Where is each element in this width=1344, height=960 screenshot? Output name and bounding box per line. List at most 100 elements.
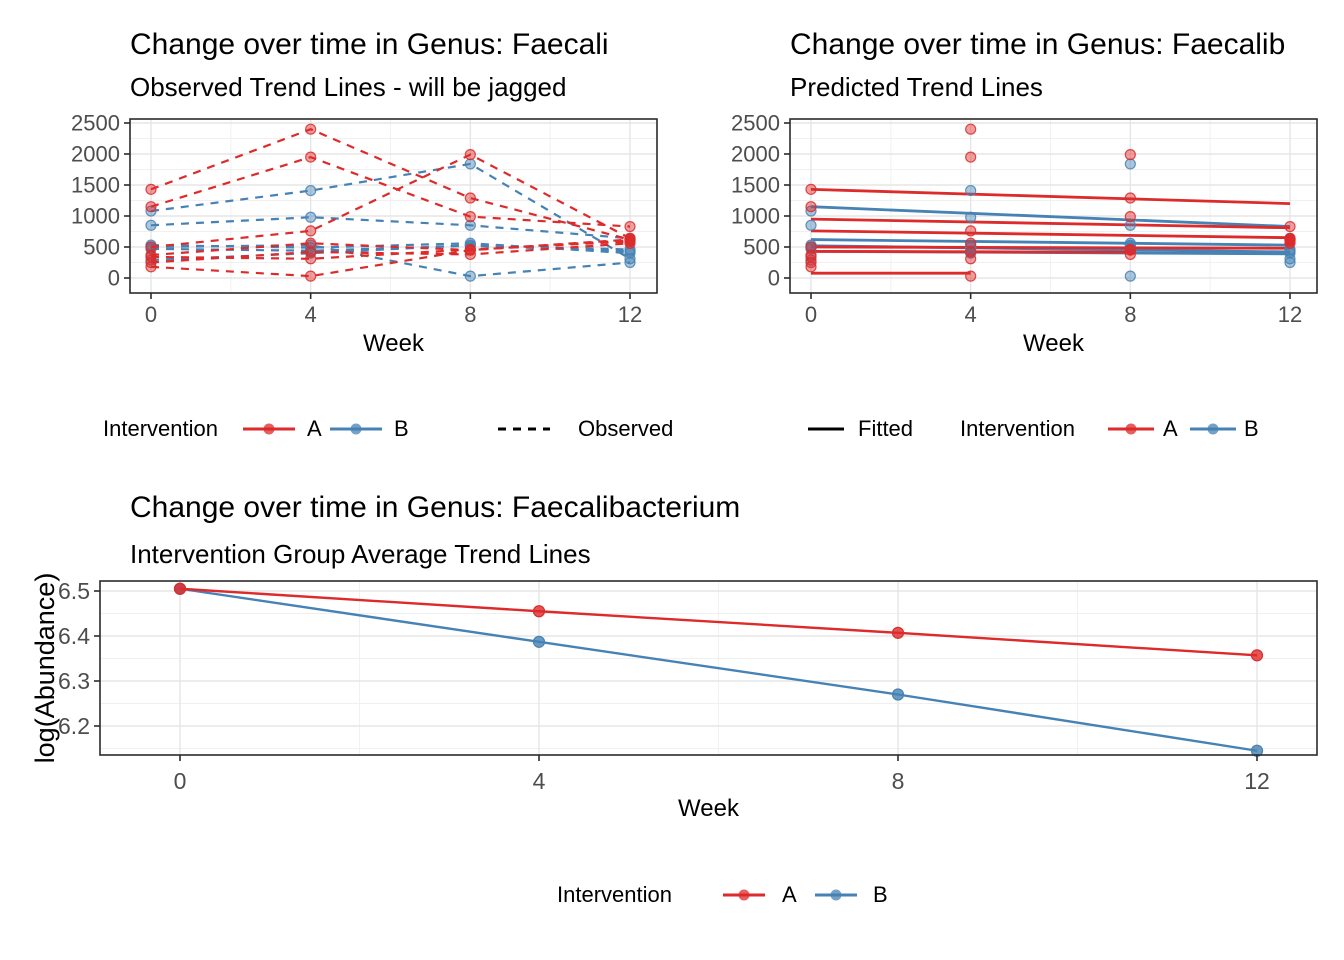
y-tick-label: 2000 xyxy=(731,141,780,166)
data-point xyxy=(1124,244,1136,256)
data-point xyxy=(464,149,476,161)
fitted-line xyxy=(810,249,1131,254)
y-tick-label: 2500 xyxy=(71,110,120,135)
x-tick-label: 0 xyxy=(174,768,187,794)
data-point xyxy=(624,237,636,249)
data-point xyxy=(1124,192,1136,204)
legend-key-a-dot xyxy=(738,889,750,901)
fitted-line xyxy=(810,245,1291,250)
data-point xyxy=(532,635,546,648)
series-line xyxy=(150,244,631,278)
average-legend-b-label: B xyxy=(873,882,888,907)
data-point xyxy=(305,246,317,258)
data-point xyxy=(1124,158,1136,170)
data-point xyxy=(891,688,905,701)
data-point xyxy=(1284,220,1296,233)
x-tick-label: 0 xyxy=(145,302,157,327)
panel-border xyxy=(129,118,658,294)
average-chart-panel: 0 4 8 12 6.2 6.3 6.4 6.5 xyxy=(58,578,1318,794)
legend-key-b xyxy=(815,873,857,917)
data-point xyxy=(1124,211,1136,223)
data-point xyxy=(305,123,317,135)
series-line xyxy=(150,216,631,240)
data-point xyxy=(464,244,476,256)
fitted-line xyxy=(810,187,1291,205)
y-tick-label: 1000 xyxy=(731,203,780,228)
data-point xyxy=(145,183,157,195)
data-point xyxy=(965,246,977,258)
series-line xyxy=(150,242,631,264)
y-tick-label: 1500 xyxy=(71,172,120,197)
data-point xyxy=(1124,219,1136,231)
data-point xyxy=(1284,237,1296,249)
data-point xyxy=(965,184,977,197)
data-point xyxy=(145,219,157,231)
data-point xyxy=(464,270,476,282)
data-point xyxy=(145,261,157,273)
data-point xyxy=(965,237,977,249)
y-tick-label: 0 xyxy=(108,265,120,290)
x-tick-label: 12 xyxy=(1244,768,1270,794)
data-point xyxy=(805,205,817,217)
data-point xyxy=(624,256,636,269)
data-point xyxy=(965,211,977,223)
panel-border xyxy=(789,118,1318,294)
y-tick-label: 6.4 xyxy=(58,623,90,649)
fitted-line xyxy=(810,205,1291,228)
x-tick-label: 8 xyxy=(464,302,476,327)
fitted-line xyxy=(810,238,1291,247)
data-point xyxy=(305,211,317,223)
average-y-axis-title: log(Abundance) xyxy=(30,572,60,764)
data-point xyxy=(464,219,476,231)
series-line xyxy=(150,128,631,241)
average-legend-a-label: A xyxy=(782,882,797,907)
legend-key-b-dot xyxy=(830,889,842,901)
series-line xyxy=(179,587,1258,752)
average-chart-subtitle: Intervention Group Average Trend Lines xyxy=(130,539,591,569)
fitted-line xyxy=(810,229,1291,240)
data-point xyxy=(305,184,317,197)
data-point xyxy=(1124,270,1136,282)
x-tick-label: 12 xyxy=(618,302,642,327)
average-chart-title: Change over time in Genus: Faecalibacter… xyxy=(130,491,741,524)
data-point xyxy=(965,225,977,237)
data-point xyxy=(145,201,157,213)
data-point xyxy=(624,220,636,233)
data-point xyxy=(965,123,977,135)
y-tick-label: 6.3 xyxy=(58,668,90,694)
data-point xyxy=(1124,248,1136,261)
series-line xyxy=(150,239,631,257)
y-tick-label: 2500 xyxy=(731,110,780,135)
data-point xyxy=(1284,233,1296,246)
data-point xyxy=(805,201,817,213)
data-point xyxy=(305,237,317,249)
x-tick-label: 4 xyxy=(965,302,977,327)
predicted-chart-panel: 0 4 8 12 0 500 1000 1500 2000 2500 xyxy=(731,110,1318,327)
x-tick-label: 12 xyxy=(1278,302,1302,327)
y-tick-label: 1500 xyxy=(731,172,780,197)
data-point xyxy=(1284,256,1296,269)
x-tick-label: 4 xyxy=(533,768,546,794)
x-tick-label: 4 xyxy=(305,302,317,327)
y-tick-label: 6.2 xyxy=(58,713,90,739)
panel-border xyxy=(99,580,1318,756)
data-point xyxy=(464,192,476,204)
y-tick-label: 0 xyxy=(768,265,780,290)
data-point xyxy=(305,151,317,163)
fitted-line xyxy=(810,217,1291,230)
series-line xyxy=(150,162,631,260)
y-tick-label: 1000 xyxy=(71,203,120,228)
series-line xyxy=(150,238,631,278)
observed-chart-panel: 0 4 8 12 0 500 1000 1500 2000 2500 xyxy=(71,110,658,327)
average-x-axis-title: Week xyxy=(678,795,739,822)
y-tick-label: 500 xyxy=(743,234,780,259)
x-tick-label: 8 xyxy=(1124,302,1136,327)
data-point xyxy=(305,270,317,282)
data-point xyxy=(305,225,317,237)
data-point xyxy=(965,151,977,163)
data-point xyxy=(805,183,817,195)
y-tick-label: 2000 xyxy=(71,141,120,166)
data-point xyxy=(805,219,817,231)
data-point xyxy=(173,582,187,595)
